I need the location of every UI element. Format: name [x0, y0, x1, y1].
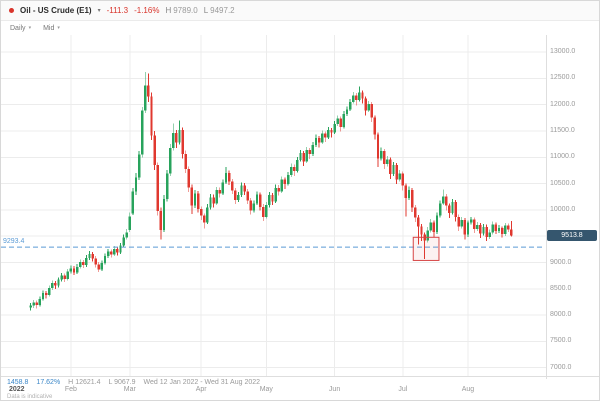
support-level-label: 9293.4	[3, 238, 25, 246]
timeframe-select[interactable]: Daily ▾	[10, 25, 31, 32]
y-axis-label: 10500.0	[550, 179, 576, 187]
instrument-title[interactable]: Oil - US Crude (E1)	[20, 6, 92, 15]
x-axis-label: Jul	[398, 386, 408, 393]
date-range: Wed 12 Jan 2022 - Wed 31 Aug 2022	[143, 379, 261, 386]
y-axis-label: 11000.0	[550, 153, 575, 161]
y-axis-label: 9000.0	[550, 258, 572, 266]
indicative-note: Data is indicative	[7, 394, 53, 400]
day-low-label: L	[203, 6, 209, 15]
instrument-header: Oil - US Crude (E1) ▾ -111.3 -1.16% H 97…	[1, 1, 599, 21]
chart-toolbar: Daily ▾ Mid ▾	[1, 21, 599, 35]
y-axis-label: 12000.0	[550, 100, 576, 108]
x-axis-label: Apr	[195, 386, 207, 393]
y-axis-label: 7000.0	[550, 363, 572, 371]
x-axis-label: Jun	[328, 386, 341, 393]
candlestick-chart[interactable]	[1, 35, 600, 379]
x-axis-label: 2022	[9, 386, 25, 393]
x-axis-label: Aug	[461, 386, 475, 393]
range-statistics: 1458.8 17.62% H 12621.4 L 9067.9 Wed 12 …	[7, 379, 260, 386]
range-low: L 9067.9	[108, 379, 136, 386]
y-axis-label: 10000.0	[550, 205, 576, 213]
day-low: L 9497.2	[204, 6, 235, 15]
day-high: H 9789.0	[165, 6, 197, 15]
daily-change-value: -111.3	[106, 6, 129, 15]
x-axis-label: May	[259, 386, 273, 393]
x-axis-labels: 2022 Feb Mar Apr May Jun Jul Aug	[1, 386, 599, 395]
x-axis-label: Mar	[123, 386, 136, 393]
y-axis-label: 13000.0	[550, 48, 576, 56]
x-axis-label: Feb	[64, 386, 77, 393]
chevron-down-icon: ▾	[28, 25, 32, 31]
y-axis-label: 8500.0	[550, 284, 572, 292]
candles-layer	[29, 72, 513, 311]
timeframe-value: Daily	[10, 24, 26, 32]
chart-footer: 1458.8 17.62% H 12621.4 L 9067.9 Wed 12 …	[1, 379, 599, 400]
range-change-percent: 17.62%	[36, 379, 61, 386]
range-high: H 12621.4	[68, 379, 101, 386]
chevron-down-icon[interactable]: ▾	[97, 8, 101, 14]
price-type-select[interactable]: Mid ▾	[43, 25, 60, 32]
day-high-label: H	[165, 6, 172, 15]
daily-change-percent: -1.16%	[134, 6, 160, 15]
highlight-box	[412, 236, 440, 261]
y-axis-label: 12500.0	[550, 74, 576, 82]
y-axis-label: 7500.0	[550, 337, 572, 345]
day-high-value: 9789.0	[173, 6, 198, 15]
day-low-value: 9497.2	[210, 6, 235, 15]
grid-layer	[1, 35, 546, 376]
chevron-down-icon: ▾	[57, 25, 60, 31]
market-status-icon	[9, 8, 14, 13]
price-chart-area[interactable]: 13000.0 12500.0 12000.0 11500.0 11000.0 10500…	[1, 35, 600, 379]
last-price-badge: 9513.8	[547, 229, 597, 241]
price-type-value: Mid	[43, 24, 55, 32]
range-change-value: 1458.8	[7, 379, 29, 386]
y-axis-label: 8000.0	[550, 311, 572, 319]
y-axis-label: 11500.0	[550, 127, 575, 135]
